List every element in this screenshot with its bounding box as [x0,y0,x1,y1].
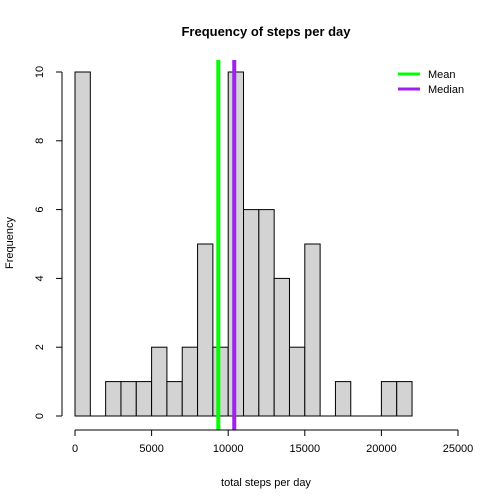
histogram-bar [258,209,275,417]
y-tick-label: 2 [34,344,46,350]
histogram-bar [74,71,91,417]
histogram-bar [151,346,168,417]
x-tick-label: 5000 [139,443,163,455]
histogram-bars [74,71,413,417]
x-axis-label: total steps per day [221,477,311,489]
histogram-bar [105,381,122,417]
histogram-bar [288,346,306,417]
x-tick-label: 15000 [290,443,321,455]
median-legend-label: Median [428,84,464,96]
mean-legend-label: Mean [428,69,456,81]
y-axis-label: Frequency [4,217,16,269]
histogram-bar [197,243,214,417]
histogram-bar [396,381,413,417]
reference-lines [216,60,237,430]
y-tick-label: 0 [34,413,46,419]
histogram-bar [120,381,137,417]
histogram-bar [166,381,183,417]
histogram-bar [212,346,229,417]
y-tick-label: 6 [34,207,46,213]
x-tick-label: 10000 [213,443,244,455]
x-tick-label: 25000 [443,443,474,455]
histogram-bar [380,381,398,417]
histogram-bar [181,346,199,417]
y-tick-label: 8 [34,138,46,144]
x-tick-label: 20000 [366,443,397,455]
histogram-bar [273,277,290,417]
histogram-bar [334,381,352,417]
x-tick-label: 0 [72,443,78,455]
x-axis: 0 5000 10000 15000 20000 25000 [72,429,474,455]
y-tick-label: 10 [34,66,46,78]
y-axis: 0 2 4 6 8 10 [34,66,63,419]
chart-title: Frequency of steps per day [181,24,351,39]
histogram-bar [135,381,153,417]
histogram-bar [304,243,321,417]
histogram-bar [243,209,260,417]
legend: Mean Median [398,69,464,96]
y-tick-label: 4 [34,275,46,281]
